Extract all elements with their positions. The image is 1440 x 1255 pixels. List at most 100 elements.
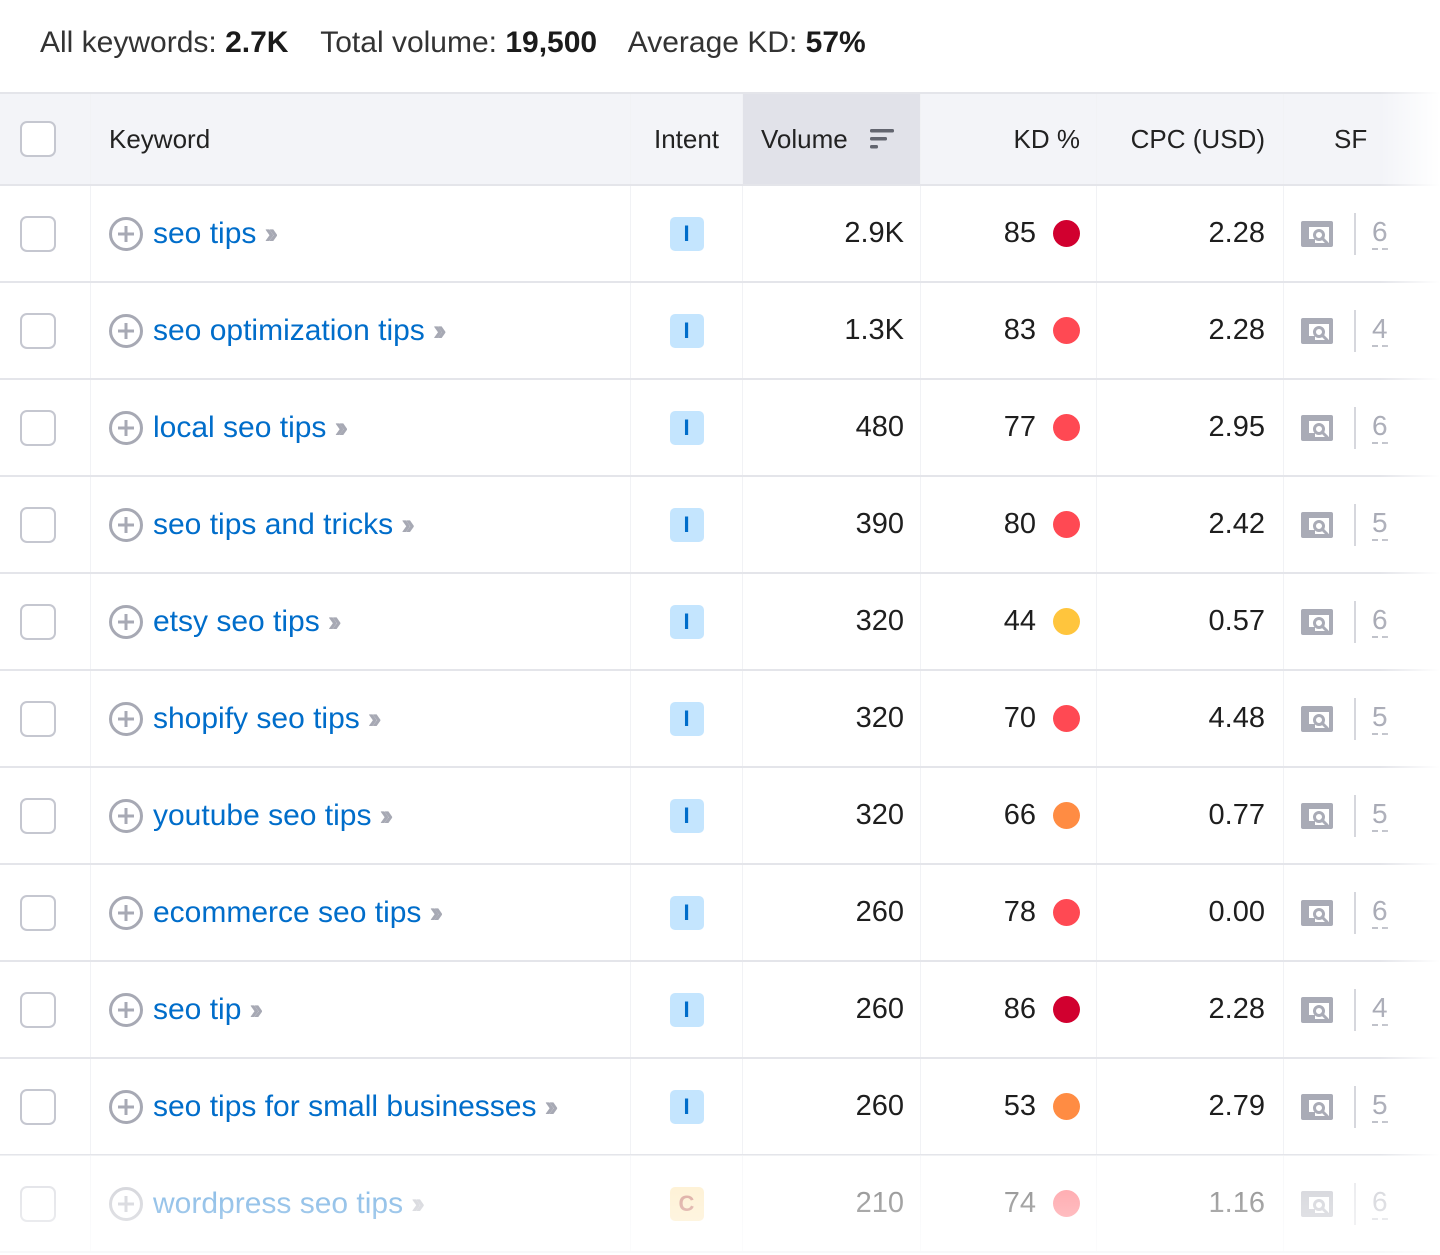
keyword-link[interactable]: seo tips and tricks bbox=[153, 507, 394, 541]
column-header-kd[interactable]: KD % bbox=[921, 94, 1097, 184]
double-chevron-right-icon[interactable]: ›› bbox=[334, 410, 348, 444]
sf-count-link[interactable]: 4 bbox=[1372, 313, 1388, 347]
double-chevron-right-icon[interactable]: ›› bbox=[264, 216, 278, 250]
double-chevron-right-icon[interactable]: ›› bbox=[249, 992, 263, 1026]
row-checkbox-cell bbox=[0, 186, 91, 281]
plus-circle-icon[interactable] bbox=[109, 798, 143, 833]
row-checkbox[interactable] bbox=[20, 603, 56, 640]
volume-value: 480 bbox=[855, 411, 904, 443]
keyword-link[interactable]: youtube seo tips bbox=[153, 798, 372, 832]
volume-cell: 390 bbox=[743, 477, 921, 572]
sf-count-link[interactable]: 5 bbox=[1372, 507, 1388, 541]
serp-preview-icon[interactable] bbox=[1300, 511, 1334, 539]
serp-preview-icon[interactable] bbox=[1300, 1093, 1334, 1121]
plus-circle-icon[interactable] bbox=[109, 1186, 143, 1221]
double-chevron-right-icon[interactable]: ›› bbox=[432, 313, 447, 347]
kd-value: 83 bbox=[1003, 314, 1036, 346]
keyword-link[interactable]: local seo tips bbox=[153, 410, 327, 444]
serp-preview-icon[interactable] bbox=[1300, 1190, 1334, 1218]
plus-circle-icon[interactable] bbox=[109, 604, 143, 639]
serp-preview-icon[interactable] bbox=[1300, 317, 1334, 345]
serp-preview-icon[interactable] bbox=[1300, 705, 1334, 733]
intent-badge: C bbox=[669, 1186, 704, 1221]
cpc-cell: 0.57 bbox=[1097, 574, 1284, 669]
kd-cell: 74 bbox=[921, 1156, 1097, 1251]
sf-count-link[interactable]: 5 bbox=[1372, 701, 1388, 735]
column-header-intent[interactable]: Intent bbox=[631, 94, 743, 184]
double-chevron-right-icon[interactable]: ›› bbox=[379, 798, 393, 832]
row-checkbox[interactable] bbox=[20, 991, 56, 1028]
row-checkbox[interactable] bbox=[20, 700, 56, 737]
double-chevron-right-icon[interactable]: ›› bbox=[327, 604, 342, 638]
serp-preview-icon[interactable] bbox=[1300, 608, 1334, 636]
row-checkbox[interactable] bbox=[20, 215, 56, 252]
volume-value: 390 bbox=[855, 508, 904, 540]
select-all-checkbox[interactable] bbox=[20, 121, 56, 157]
intent-cell: I bbox=[631, 865, 743, 960]
plus-circle-icon[interactable] bbox=[109, 895, 143, 930]
sf-divider bbox=[1354, 1085, 1356, 1128]
keyword-link[interactable]: shopify seo tips bbox=[153, 701, 360, 735]
column-header-volume[interactable]: Volume bbox=[743, 94, 921, 184]
sf-count-link[interactable]: 5 bbox=[1372, 1089, 1388, 1123]
sf-count-link[interactable]: 6 bbox=[1372, 895, 1388, 929]
double-chevron-right-icon[interactable]: ›› bbox=[401, 507, 415, 541]
keyword-link[interactable]: wordpress seo tips bbox=[153, 1186, 404, 1220]
keyword-link[interactable]: ecommerce seo tips bbox=[153, 895, 422, 929]
serp-preview-icon[interactable] bbox=[1300, 220, 1334, 248]
row-checkbox[interactable] bbox=[20, 409, 56, 446]
keyword-link[interactable]: seo tip bbox=[153, 992, 242, 1026]
sf-count-link[interactable]: 6 bbox=[1372, 1186, 1388, 1220]
sf-count-link[interactable]: 6 bbox=[1372, 216, 1388, 250]
plus-circle-icon[interactable] bbox=[109, 507, 143, 542]
row-checkbox-cell bbox=[0, 865, 91, 960]
plus-circle-icon[interactable] bbox=[109, 410, 143, 445]
sf-cell: 6 bbox=[1284, 1156, 1440, 1251]
double-chevron-right-icon[interactable]: ›› bbox=[429, 895, 443, 929]
row-checkbox[interactable] bbox=[20, 1185, 56, 1222]
cpc-cell: 0.77 bbox=[1097, 768, 1284, 863]
sf-count-link[interactable]: 6 bbox=[1372, 410, 1388, 444]
row-checkbox[interactable] bbox=[20, 1088, 56, 1125]
cpc-value: 4.48 bbox=[1208, 702, 1265, 734]
double-chevron-right-icon[interactable]: ›› bbox=[411, 1186, 425, 1220]
column-header-cpc[interactable]: CPC (USD) bbox=[1097, 94, 1284, 184]
sf-count-link[interactable]: 4 bbox=[1372, 992, 1388, 1026]
row-checkbox[interactable] bbox=[20, 312, 56, 349]
keyword-link[interactable]: seo tips for small businesses bbox=[153, 1089, 537, 1123]
plus-circle-icon[interactable] bbox=[109, 216, 143, 251]
keyword-cell: etsy seo tips ›› bbox=[91, 574, 631, 669]
sort-descending-icon[interactable] bbox=[868, 127, 896, 151]
intent-cell: I bbox=[631, 283, 743, 378]
intent-badge: I bbox=[669, 507, 704, 542]
row-checkbox[interactable] bbox=[20, 797, 56, 834]
plus-circle-icon[interactable] bbox=[109, 1089, 143, 1124]
serp-preview-icon[interactable] bbox=[1300, 414, 1334, 442]
kd-difficulty-dot bbox=[1053, 1190, 1080, 1217]
kd-cell: 85 bbox=[921, 186, 1097, 281]
keyword-link[interactable]: etsy seo tips bbox=[153, 604, 320, 638]
keyword-link[interactable]: seo optimization tips bbox=[153, 313, 425, 347]
volume-value: 260 bbox=[855, 1090, 904, 1122]
plus-circle-icon[interactable] bbox=[109, 992, 143, 1027]
volume-cell: 2.9K bbox=[743, 186, 921, 281]
plus-circle-icon[interactable] bbox=[109, 701, 143, 736]
cpc-value: 0.00 bbox=[1208, 896, 1265, 928]
sf-count-link[interactable]: 6 bbox=[1372, 604, 1388, 638]
volume-value: 320 bbox=[855, 702, 904, 734]
serp-preview-icon[interactable] bbox=[1300, 996, 1334, 1024]
row-checkbox[interactable] bbox=[20, 506, 56, 543]
plus-circle-icon[interactable] bbox=[109, 313, 143, 348]
double-chevron-right-icon[interactable]: ›› bbox=[544, 1089, 559, 1123]
kd-difficulty-dot bbox=[1053, 414, 1080, 441]
column-header-sf[interactable]: SF bbox=[1334, 123, 1368, 154]
row-checkbox[interactable] bbox=[20, 894, 56, 931]
column-header-keyword[interactable]: Keyword bbox=[91, 94, 631, 184]
serp-preview-icon[interactable] bbox=[1300, 802, 1334, 830]
intent-cell: I bbox=[631, 1059, 743, 1154]
keyword-link[interactable]: seo tips bbox=[153, 216, 257, 250]
sf-count-link[interactable]: 5 bbox=[1372, 798, 1388, 832]
double-chevron-right-icon[interactable]: ›› bbox=[367, 701, 382, 735]
serp-preview-icon[interactable] bbox=[1300, 899, 1334, 927]
volume-value: 2.9K bbox=[844, 217, 904, 249]
